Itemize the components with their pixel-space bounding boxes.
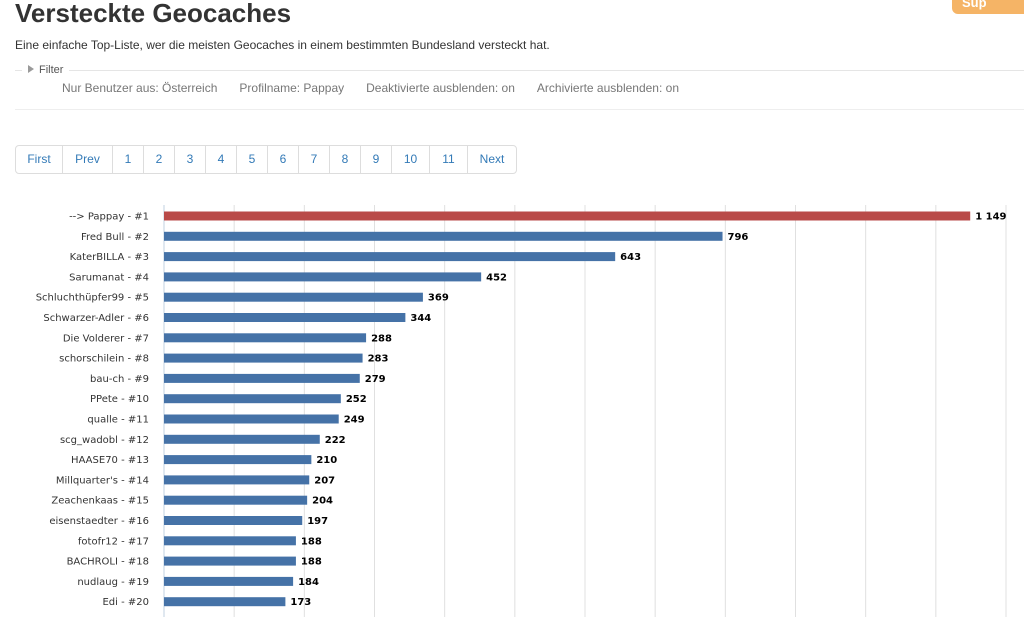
category-label-14: Millquarter's - #14 (56, 475, 149, 486)
value-label-12: 222 (325, 435, 346, 446)
page-link-4[interactable]: 4 (205, 146, 236, 173)
page-prev-link[interactable]: Prev (62, 146, 112, 173)
bar-10 (164, 394, 341, 404)
category-label-4: Sarumanat - #4 (69, 272, 149, 283)
bar-17 (164, 536, 296, 546)
value-label-18: 188 (301, 557, 322, 568)
value-label-7: 288 (371, 333, 392, 344)
bar-11 (164, 414, 339, 424)
bar-13 (164, 455, 312, 465)
category-label-16: eisenstaedter - #16 (49, 516, 149, 527)
value-label-2: 796 (728, 232, 749, 243)
category-label-20: Edi - #20 (102, 597, 149, 608)
value-label-1: 1 149 (975, 212, 1006, 223)
bar-1 (164, 211, 971, 221)
value-label-11: 249 (344, 415, 365, 426)
page-link-1[interactable]: 1 (112, 146, 143, 173)
bar-3 (164, 252, 616, 262)
page-link-3[interactable]: 3 (174, 146, 205, 173)
page-link-8[interactable]: 8 (329, 146, 360, 173)
category-label-13: HAASE70 - #13 (71, 455, 149, 466)
value-label-4: 452 (486, 272, 507, 283)
value-label-9: 279 (365, 374, 386, 385)
category-label-9: bau-ch - #9 (90, 374, 149, 385)
bar-2 (164, 231, 723, 241)
bar-14 (164, 475, 310, 485)
value-label-19: 184 (298, 577, 319, 588)
bar-8 (164, 353, 363, 363)
bar-12 (164, 434, 320, 444)
page-link-10[interactable]: 10 (391, 146, 429, 173)
category-label-5: Schluchthüpfer99 - #5 (36, 293, 149, 304)
value-label-20: 173 (290, 597, 311, 608)
value-label-14: 207 (314, 475, 335, 486)
chart-gridlines (163, 205, 1007, 617)
category-label-2: Fred Bull - #2 (81, 232, 149, 243)
category-label-11: qualle - #11 (87, 415, 149, 426)
chart-bars (164, 211, 971, 607)
category-label-15: Zeachenkaas - #15 (51, 496, 149, 507)
value-label-13: 210 (316, 455, 337, 466)
value-label-10: 252 (346, 394, 367, 405)
page-next-link[interactable]: Next (467, 146, 516, 173)
value-label-5: 369 (428, 293, 449, 304)
expand-triangle-icon (28, 65, 34, 73)
category-label-6: Schwarzer-Adler - #6 (43, 313, 149, 324)
category-label-7: Die Volderer - #7 (63, 333, 149, 344)
section-divider (15, 109, 1024, 110)
page-subtitle: Eine einfache Top-Liste, wer die meisten… (15, 38, 550, 52)
filter-archived: Archivierte ausblenden: on (536, 81, 679, 95)
value-label-15: 204 (312, 496, 333, 507)
page-link-11[interactable]: 11 (429, 146, 467, 173)
page-link-2[interactable]: 2 (143, 146, 174, 173)
bar-18 (164, 556, 296, 566)
bar-15 (164, 495, 308, 505)
page-link-7[interactable]: 7 (298, 146, 329, 173)
bar-6 (164, 313, 406, 322)
bar-4 (164, 272, 482, 282)
page-title: Versteckte Geocaches (15, 0, 292, 28)
category-label-8: schorschilein - #8 (59, 354, 149, 365)
value-label-17: 188 (301, 536, 322, 547)
filter-deactivated: Deaktivierte ausblenden: on (366, 81, 515, 95)
category-label-17: fotofr12 - #17 (78, 536, 149, 547)
value-label-6: 344 (410, 313, 431, 324)
value-label-8: 283 (368, 354, 389, 365)
page-link-6[interactable]: 6 (267, 146, 298, 173)
filter-divider (15, 70, 1024, 71)
filter-profile: Profilname: Pappay (239, 81, 345, 95)
filter-country: Nur Benutzer aus: Österreich (62, 81, 218, 95)
pagination: First Prev 1 2 3 4 5 6 7 8 9 10 11 Next (15, 145, 517, 174)
bar-19 (164, 576, 294, 586)
filter-summary: Nur Benutzer aus: Österreich Profilname:… (62, 81, 679, 95)
filter-toggle[interactable]: Filter (22, 63, 70, 77)
value-label-3: 643 (620, 252, 641, 263)
bar-7 (164, 333, 367, 343)
filter-label: Filter (39, 64, 64, 76)
value-label-16: 197 (307, 516, 328, 527)
category-label-18: BACHROLI - #18 (67, 557, 149, 568)
bar-5 (164, 292, 423, 302)
category-label-3: KaterBILLA - #3 (70, 252, 149, 263)
ranking-bar-chart: --> Pappay - #1 1 149 Fred Bull - #2 796 Kat… (36, 205, 1007, 617)
bar-20 (164, 597, 286, 607)
page-link-5[interactable]: 5 (236, 146, 267, 173)
page-first-link[interactable]: First (27, 152, 51, 166)
chart-labels: --> Pappay - #1 1 149 Fred Bull - #2 796 Kat… (36, 212, 1007, 609)
category-label-12: scg_wadobl - #12 (60, 435, 149, 446)
bar-9 (164, 373, 360, 383)
page-link-9[interactable]: 9 (360, 146, 391, 173)
bar-16 (164, 516, 303, 525)
support-button[interactable]: Sup (952, 0, 1024, 14)
category-label-19: nudlaug - #19 (77, 577, 149, 588)
category-label-1: --> Pappay - #1 (69, 212, 149, 223)
category-label-10: PPete - #10 (90, 394, 149, 405)
